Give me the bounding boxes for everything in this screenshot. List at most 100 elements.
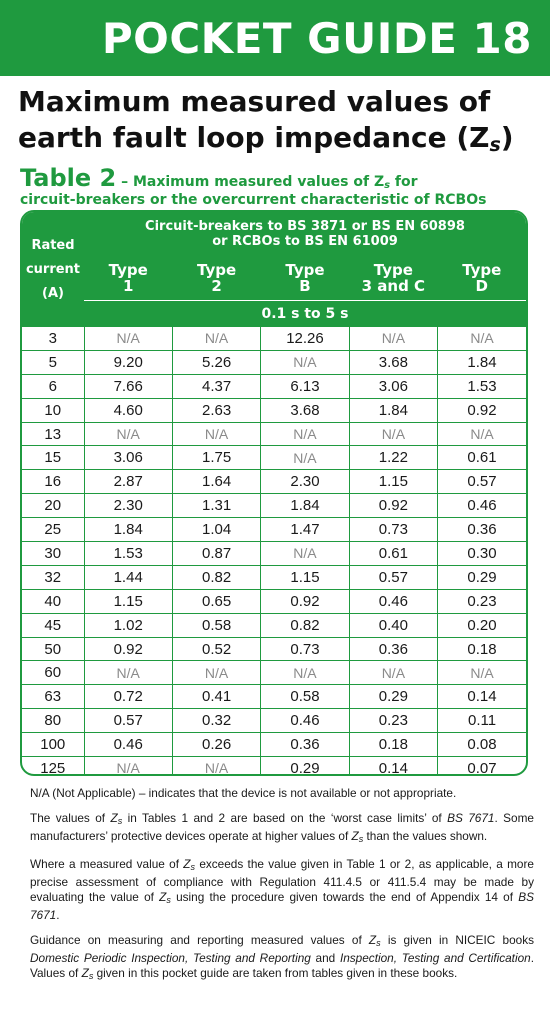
rated-current-cell: 13 xyxy=(22,422,85,447)
impedance-cell: 0.46 xyxy=(260,708,350,734)
table-row: 13 N/A N/A N/A N/A N/A xyxy=(22,422,526,447)
impedance-cell: 6.13 xyxy=(260,374,350,399)
impedance-cell: 0.46 xyxy=(348,589,439,614)
rated-current-cell: 63 xyxy=(22,684,85,710)
rated-current-cell: 25 xyxy=(22,517,85,543)
impedance-cell: 0.26 xyxy=(171,732,262,758)
impedance-cell: 1.75 xyxy=(171,445,262,471)
impedance-cell: N/A xyxy=(260,445,350,471)
rated-current-cell: 45 xyxy=(22,613,85,638)
impedance-cell: N/A xyxy=(260,422,350,447)
impedance-cell: 3.68 xyxy=(348,350,439,375)
impedance-cell: 0.61 xyxy=(437,445,526,471)
impedance-cell: 1.22 xyxy=(348,445,439,471)
impedance-cell: N/A xyxy=(348,327,439,351)
impedance-cell: N/A xyxy=(83,422,173,447)
impedance-cell: 12.26 xyxy=(260,327,350,351)
table-row: 15 3.06 1.75 N/A 1.22 0.61 xyxy=(22,445,526,471)
impedance-cell: 1.47 xyxy=(260,517,350,543)
impedance-cell: 9.20 xyxy=(83,350,173,375)
impedance-cell: 1.53 xyxy=(83,541,173,566)
rated-current-cell: 80 xyxy=(22,708,85,734)
rated-current-cell: 3 xyxy=(22,327,85,351)
breaker-standard-header: Circuit-breakers to BS 3871 or BS EN 608… xyxy=(84,212,526,256)
banner-title: POCKET GUIDE 18 xyxy=(101,13,532,63)
impedance-cell: 0.29 xyxy=(348,684,439,710)
table-row: 20 2.30 1.31 1.84 0.92 0.46 xyxy=(22,493,526,519)
rated-current-cell: 50 xyxy=(22,637,85,662)
impedance-cell: 1.84 xyxy=(348,398,439,423)
table-row: 30 1.53 0.87 N/A 0.61 0.30 xyxy=(22,541,526,566)
type-header: Type D xyxy=(437,256,526,301)
type-header: Type 1 xyxy=(84,256,173,301)
impedance-cell: N/A xyxy=(171,422,262,447)
impedance-cell: 1.84 xyxy=(260,493,350,519)
rated-current-cell: 100 xyxy=(22,732,85,758)
time-range-header: 0.1 s to 5 s xyxy=(84,300,526,327)
impedance-cell: 0.52 xyxy=(171,637,262,662)
impedance-cell: 0.92 xyxy=(437,398,526,423)
impedance-cell: N/A xyxy=(83,327,173,351)
impedance-cell: 0.36 xyxy=(348,637,439,662)
impedance-cell: 3.68 xyxy=(260,398,350,423)
impedance-cell: 1.15 xyxy=(83,589,173,614)
table-row: 5 9.20 5.26 N/A 3.68 1.84 xyxy=(22,350,526,375)
impedance-cell: 1.15 xyxy=(260,565,350,590)
header-banner: POCKET GUIDE 18 xyxy=(0,0,550,76)
impedance-cell: 1.15 xyxy=(348,469,439,495)
impedance-cell: 0.40 xyxy=(348,613,439,638)
impedance-cell: 0.65 xyxy=(171,589,262,614)
impedance-cell: 0.46 xyxy=(83,732,173,758)
impedance-cell: 1.44 xyxy=(83,565,173,590)
table-heading: Table 2 – Maximum measured values of Zs … xyxy=(20,164,540,208)
table-row: 10 4.60 2.63 3.68 1.84 0.92 xyxy=(22,398,526,423)
impedance-cell: 0.36 xyxy=(437,517,526,543)
impedance-cell: 3.06 xyxy=(83,445,173,471)
table-body: 3 N/A N/A 12.26 N/A N/A 5 9.20 5.26 N/A 3.68 1.84 6 7… xyxy=(22,327,526,774)
note-guidance: Guidance on measuring and reporting meas… xyxy=(30,933,534,981)
impedance-cell: N/A xyxy=(348,422,439,447)
impedance-cell: 0.57 xyxy=(437,469,526,495)
impedance-cell: 5.26 xyxy=(171,350,262,375)
impedance-cell: 0.46 xyxy=(437,493,526,519)
impedance-cell: 0.72 xyxy=(83,684,173,710)
impedance-cell: N/A xyxy=(171,756,262,774)
impedance-cell: 0.36 xyxy=(260,732,350,758)
table-row: 80 0.57 0.32 0.46 0.23 0.11 xyxy=(22,708,526,734)
impedance-cell: N/A xyxy=(437,422,526,447)
impedance-cell: 0.20 xyxy=(437,613,526,638)
impedance-cell: 0.73 xyxy=(260,637,350,662)
impedance-cell: 0.29 xyxy=(260,756,350,774)
impedance-cell: 0.61 xyxy=(348,541,439,566)
impedance-cell: 0.29 xyxy=(437,565,526,590)
impedance-cell: 0.87 xyxy=(171,541,262,566)
impedance-cell: 1.64 xyxy=(171,469,262,495)
impedance-cell: 0.14 xyxy=(348,756,439,774)
impedance-cell: 0.23 xyxy=(437,589,526,614)
table-row: 125 N/A N/A 0.29 0.14 0.07 xyxy=(22,756,526,774)
type-header: Type 3 and C xyxy=(349,256,438,301)
page-title: Maximum measured values of earth fault l… xyxy=(18,85,514,156)
impedance-cell: 0.18 xyxy=(437,637,526,662)
table-row: 60 N/A N/A N/A N/A N/A xyxy=(22,660,526,686)
rated-current-header: Rated current (A) xyxy=(22,212,84,327)
impedance-cell: 0.23 xyxy=(348,708,439,734)
impedance-cell: N/A xyxy=(260,660,350,686)
impedance-cell: 0.57 xyxy=(348,565,439,590)
impedance-table: Rated current (A) Circuit-breakers to BS… xyxy=(20,210,528,776)
impedance-cell: N/A xyxy=(437,327,526,351)
table-row: 16 2.87 1.64 2.30 1.15 0.57 xyxy=(22,469,526,495)
impedance-cell: 2.30 xyxy=(83,493,173,519)
impedance-cell: 0.92 xyxy=(83,637,173,662)
impedance-cell: 0.32 xyxy=(171,708,262,734)
impedance-cell: 1.53 xyxy=(437,374,526,399)
impedance-cell: 0.58 xyxy=(260,684,350,710)
table-row: 100 0.46 0.26 0.36 0.18 0.08 xyxy=(22,732,526,758)
type-header: Type 2 xyxy=(172,256,261,301)
note-worst-case: The values of Zs in Tables 1 and 2 are b… xyxy=(30,811,534,844)
table-row: 40 1.15 0.65 0.92 0.46 0.23 xyxy=(22,589,526,614)
impedance-cell: 0.92 xyxy=(260,589,350,614)
table-label: Table 2 xyxy=(20,164,117,192)
impedance-cell: 2.30 xyxy=(260,469,350,495)
impedance-cell: 1.84 xyxy=(83,517,173,543)
